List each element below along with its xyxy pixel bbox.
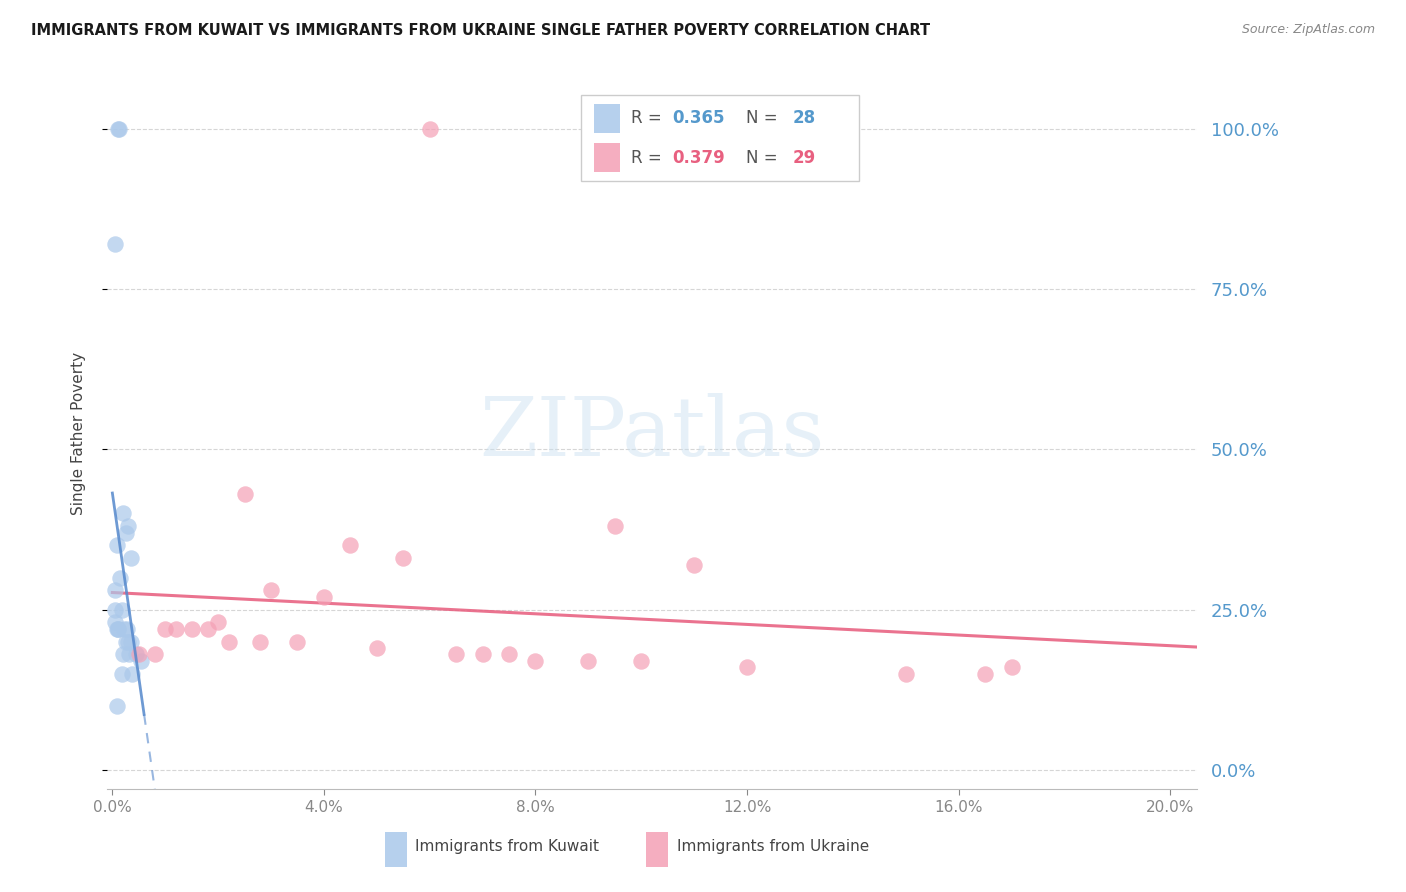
Point (111, 507, 134, 521)
Point (110, 570, 132, 584)
Point (121, 666, 143, 681)
Bar (581, 95, 859, 181)
Point (118, 648, 141, 662)
Point (104, 237, 127, 252)
Point (1000, 660, 1022, 674)
Bar (647, 832, 668, 867)
Point (104, 602, 127, 616)
Point (105, 698, 128, 713)
Point (117, 634, 139, 648)
Point (128, 648, 150, 662)
Point (683, 558, 706, 572)
Point (735, 660, 758, 674)
Point (498, 648, 520, 662)
Point (114, 634, 136, 648)
Point (260, 583, 283, 598)
Bar (595, 144, 620, 172)
Point (107, 121, 129, 136)
Point (974, 666, 997, 681)
Point (107, 121, 129, 136)
Point (207, 615, 229, 630)
Point (603, 519, 626, 533)
Point (107, 622, 129, 636)
Point (233, 487, 256, 501)
Point (114, 525, 136, 540)
Bar (595, 104, 620, 133)
Text: 0.379: 0.379 (672, 149, 725, 167)
Point (444, 648, 467, 662)
Point (117, 519, 139, 533)
Point (112, 622, 135, 636)
Bar (385, 832, 406, 867)
Point (218, 634, 240, 648)
Point (894, 666, 917, 681)
Text: 0.365: 0.365 (672, 110, 725, 128)
Text: 28: 28 (793, 110, 815, 128)
Point (249, 634, 271, 648)
Text: R =: R = (631, 149, 668, 167)
Text: 29: 29 (793, 149, 815, 167)
Text: Source: ZipAtlas.com: Source: ZipAtlas.com (1241, 23, 1375, 37)
Point (107, 622, 129, 636)
Point (115, 622, 138, 636)
Y-axis label: Single Father Poverty: Single Father Poverty (72, 351, 86, 515)
Point (339, 539, 361, 553)
Point (630, 654, 652, 668)
Text: Immigrants from Ukraine: Immigrants from Ukraine (676, 838, 869, 854)
Text: N =: N = (745, 110, 782, 128)
Point (111, 666, 134, 681)
Point (576, 654, 599, 668)
Point (524, 654, 547, 668)
Point (165, 622, 187, 636)
Point (120, 634, 142, 648)
Point (155, 622, 177, 636)
Point (105, 539, 128, 553)
Text: Immigrants from Kuwait: Immigrants from Kuwait (415, 838, 599, 854)
Point (143, 648, 166, 662)
Point (131, 654, 153, 668)
Text: N =: N = (745, 149, 782, 167)
Point (419, 121, 441, 136)
Point (366, 641, 388, 656)
Point (197, 622, 219, 636)
Point (120, 551, 142, 566)
Text: ZIPatlas: ZIPatlas (479, 393, 824, 474)
Point (392, 551, 415, 566)
Point (111, 602, 134, 616)
Point (104, 615, 127, 630)
Point (104, 583, 127, 598)
Point (312, 590, 335, 604)
Text: IMMIGRANTS FROM KUWAIT VS IMMIGRANTS FROM UKRAINE SINGLE FATHER POVERTY CORRELAT: IMMIGRANTS FROM KUWAIT VS IMMIGRANTS FRO… (31, 23, 929, 38)
Point (471, 648, 494, 662)
Point (111, 648, 134, 662)
Point (125, 648, 148, 662)
Point (180, 622, 202, 636)
Text: R =: R = (631, 110, 668, 128)
Point (287, 634, 309, 648)
Point (105, 622, 128, 636)
